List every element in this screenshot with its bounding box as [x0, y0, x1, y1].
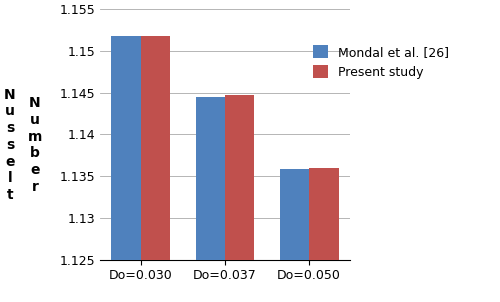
- Bar: [112, 36, 141, 302]
- Bar: [141, 36, 171, 302]
- Text: N
u
s
s
e
l
t: N u s s e l t: [4, 88, 16, 202]
- Legend: Mondal et al. [26], Present study: Mondal et al. [26], Present study: [313, 45, 449, 79]
- Bar: [280, 169, 309, 302]
- Bar: [225, 95, 254, 302]
- Bar: [309, 168, 338, 302]
- Text: N
u
m
b
e
r: N u m b e r: [28, 96, 42, 194]
- Bar: [196, 97, 225, 302]
